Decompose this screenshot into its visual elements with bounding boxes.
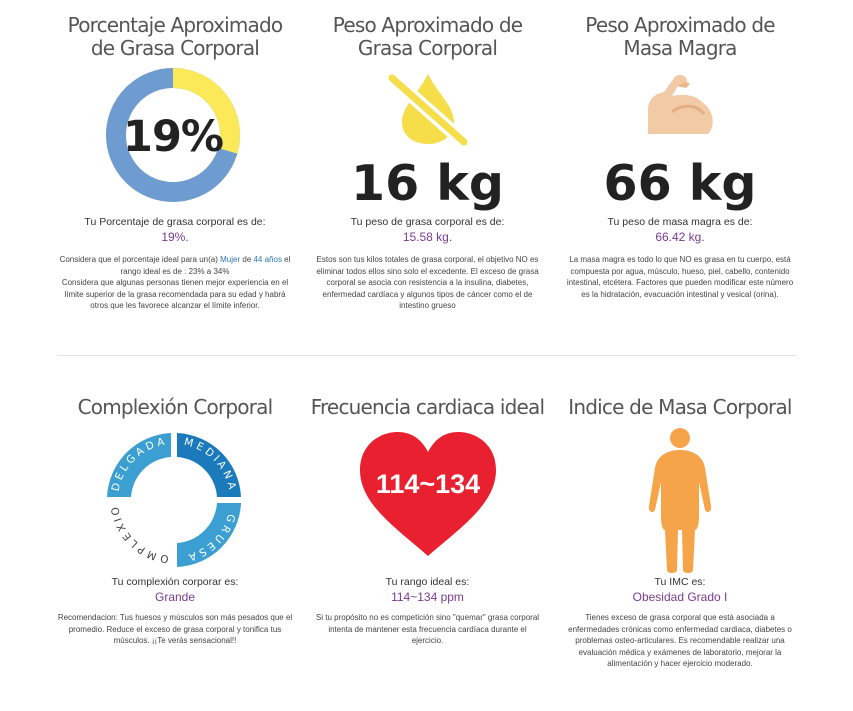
- fat-percentage-big: 19%: [123, 112, 223, 162]
- bmi-description: Tienes exceso de grasa corporal que está…: [568, 613, 792, 668]
- bmi-card: Indice de Masa Corporal: [560, 396, 800, 419]
- fat-percentage-title: Porcentaje Aproximado de Grasa Corporal: [67, 13, 284, 60]
- heart-rate-label: Tu rango ideal es:: [385, 576, 470, 588]
- flexed-arm-icon: [648, 75, 713, 134]
- fat-weight-description: Estos son tus kilos totales de grasa cor…: [316, 255, 539, 310]
- fat-weight-title: Peso Aproximado de Grasa Corporal: [332, 13, 523, 60]
- complexion-segment-complexion: [107, 503, 171, 567]
- body-silhouette-icon: [648, 428, 712, 573]
- gender-link: Mujer: [220, 255, 241, 264]
- fat-percentage-description: Considera que el porcentaje ideal para u…: [59, 255, 291, 310]
- heart-rate-value: 114~134 ppm: [391, 590, 464, 604]
- complexion-card: Complexión Corporal: [55, 396, 295, 419]
- fat-weight-big: 16 kg: [351, 155, 504, 212]
- fat-percentage-card: Porcentaje Aproximado de Grasa Corporal: [55, 14, 295, 60]
- svg-text:GRUESA: GRUESA: [186, 512, 237, 563]
- fat-weight-card: Peso Aproximado de Grasa Corporal: [305, 14, 550, 60]
- fat-percentage-label: Tu Porcentaje de grasa corporal es de:: [84, 216, 266, 228]
- complexion-title: Complexión Corporal: [77, 395, 274, 419]
- bmi-value: Obesidad Grado I: [632, 590, 728, 604]
- complexion-value: Grande: [154, 590, 196, 604]
- lean-mass-description: La masa magra es todo lo que NO es grasa…: [566, 255, 794, 299]
- complexion-segment-delgada: [107, 433, 171, 497]
- complexion-segment-gruesa: [177, 503, 241, 567]
- complexion-label: Tu complexión corporar es:: [111, 576, 239, 588]
- lean-mass-label: Tu peso de masa magra es de:: [607, 216, 753, 228]
- heart-rate-card: Frecuencia cardiaca ideal: [305, 396, 550, 419]
- age-link: 44 años: [253, 255, 282, 264]
- lean-mass-big: 66 kg: [603, 155, 757, 212]
- fat-weight-label: Tu peso de grasa corporal es de:: [350, 216, 505, 228]
- no-fat-drop-icon: [385, 71, 471, 148]
- bmi-title: Indice de Masa Corporal: [568, 395, 792, 419]
- heart-rate-description: Si tu propósito no es competición sino "…: [315, 613, 540, 645]
- fat-percentage-value: 19%.: [161, 230, 189, 244]
- lean-mass-title: Peso Aproximado de Masa Magra: [585, 13, 775, 60]
- fat-weight-value: 15.58 kg.: [402, 230, 453, 244]
- bmi-label: Tu IMC es:: [654, 576, 706, 588]
- complexion-ring: DELGADA MEDIANA GRUESA COMPLEXION: [99, 425, 241, 567]
- section-divider: [57, 355, 797, 356]
- heart-icon: 114~134: [360, 432, 496, 556]
- fat-percentage-donut: 19%: [106, 68, 240, 202]
- fat-ring-segment: [106, 68, 240, 202]
- heart-rate-big: 114~134: [376, 469, 480, 499]
- complexion-description: Recomendacion: Tus huesos y músculos son…: [57, 613, 293, 645]
- heart-rate-title: Frecuencia cardiaca ideal: [310, 395, 545, 419]
- complexion-segment-mediana: [177, 433, 241, 497]
- segment-label-gruesa: GRUESA: [186, 512, 236, 563]
- lean-mass-card: Peso Aproximado de Masa Magra: [560, 14, 800, 60]
- lean-mass-value: 66.42 kg.: [655, 230, 705, 244]
